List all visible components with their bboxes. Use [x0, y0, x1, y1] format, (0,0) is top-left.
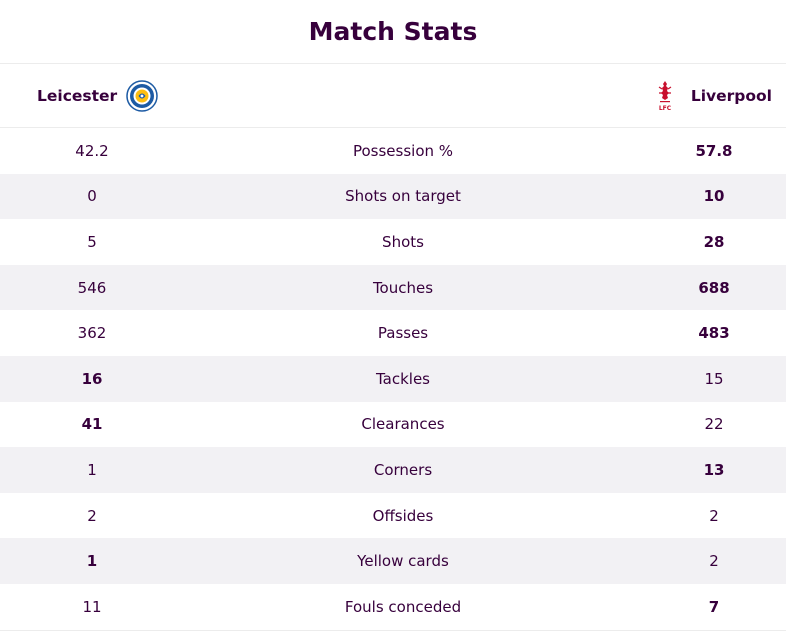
stat-row: 1 Yellow cards 2 [0, 538, 786, 584]
home-team[interactable]: Leicester [37, 64, 158, 128]
stat-home-value: 2 [87, 506, 97, 525]
stats-table: 42.2 Possession % 57.8 0 Shots on target 10 5 S… [0, 128, 786, 631]
stat-label: Offsides [372, 506, 434, 525]
stat-label: Shots on target [345, 187, 461, 206]
stat-home-value: 5 [87, 232, 97, 251]
stat-row: 42.2 Possession % 57.8 [0, 128, 786, 174]
away-team[interactable]: LFC Liverpool [656, 64, 772, 128]
stat-label: Possession % [352, 141, 454, 160]
liverpool-crest-text: LFC [659, 105, 672, 112]
stat-row: 0 Shots on target 10 [0, 173, 786, 220]
stat-label: Shots [382, 232, 424, 251]
stat-away-value: 57.8 [695, 141, 733, 160]
stat-away-value: 7 [708, 597, 720, 616]
stat-away-value: 2 [709, 506, 719, 525]
stat-away-value: 10 [703, 187, 725, 206]
stat-away-value: 483 [698, 324, 730, 343]
stat-row: 5 Shots 28 [0, 219, 786, 265]
stat-row: 16 Tackles 15 [0, 355, 786, 402]
liverpool-crest-icon: LFC [656, 79, 674, 113]
stat-away-value: 688 [698, 278, 730, 297]
stat-home-value: 11 [82, 597, 102, 616]
stat-away-value: 28 [703, 232, 725, 251]
stat-home-value: 362 [77, 324, 107, 343]
stat-away-value: 2 [709, 552, 719, 571]
home-team-name: Leicester [37, 87, 118, 105]
stat-label: Touches [372, 278, 434, 297]
stat-home-value: 1 [86, 552, 98, 571]
stat-row: 546 Touches 688 [0, 264, 786, 311]
stat-row: 11 Fouls conceded 7 [0, 584, 786, 630]
stat-row: 41 Clearances 22 [0, 402, 786, 448]
stat-label: Clearances [361, 415, 445, 434]
stat-home-value: 1 [87, 460, 97, 479]
page-title: Match Stats [0, 0, 786, 64]
stat-away-value: 22 [704, 415, 724, 434]
leicester-crest-icon [126, 80, 158, 112]
stat-home-value: 546 [77, 278, 107, 297]
stat-label: Fouls conceded [344, 597, 462, 616]
stat-away-value: 15 [704, 369, 724, 388]
stat-row: 362 Passes 483 [0, 310, 786, 356]
stat-home-value: 41 [81, 415, 103, 434]
stat-home-value: 0 [87, 187, 97, 206]
stat-home-value: 42.2 [75, 141, 109, 160]
stat-label: Tackles [375, 369, 431, 388]
stat-row: 2 Offsides 2 [0, 493, 786, 539]
stat-label: Passes [377, 324, 429, 343]
stat-row: 1 Corners 13 [0, 447, 786, 493]
teams-header: Leicester LFC [0, 64, 786, 128]
stat-home-value: 16 [81, 369, 103, 388]
stat-away-value: 13 [703, 460, 725, 479]
stat-label: Yellow cards [357, 552, 449, 571]
away-team-name: Liverpool [690, 87, 772, 105]
stat-label: Corners [373, 460, 433, 479]
